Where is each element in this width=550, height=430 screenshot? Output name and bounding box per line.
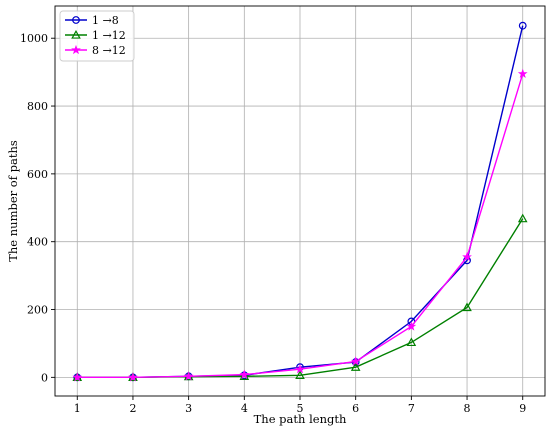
x-tick-label: 6 (352, 402, 359, 415)
x-axis-label: The path length (254, 412, 347, 426)
series-1-point (518, 21, 527, 30)
ticks: 1 2 3 4 5 6 7 8 9 0 200 400 600 800 1000 (20, 32, 526, 415)
series-3-point (295, 364, 305, 374)
series-layer (72, 21, 528, 382)
y-axis-label: The number of paths (6, 140, 20, 262)
series-3-point (350, 356, 361, 366)
x-tick-label: 2 (129, 402, 136, 415)
x-tick-label: 3 (185, 402, 192, 415)
series-3-point (517, 68, 528, 78)
x-tick-label: 1 (74, 402, 81, 415)
series-3 (72, 68, 528, 382)
y-tick-label: 0 (41, 371, 48, 384)
legend-item: 8 →12 (65, 44, 126, 57)
x-tick-label: 8 (464, 402, 471, 415)
x-tick-label: 9 (519, 402, 526, 415)
y-tick-label: 800 (27, 100, 48, 113)
legend-marker (71, 44, 81, 55)
x-tick-label: 5 (297, 402, 304, 415)
grid (55, 6, 545, 396)
series-3-point (72, 372, 83, 382)
series-3-point (462, 251, 472, 262)
series-3-point (406, 321, 417, 331)
legend-marker (72, 16, 80, 24)
legend-label: 1 →12 (92, 29, 126, 42)
legend-marker (71, 29, 81, 39)
x-tick-label: 4 (241, 402, 248, 415)
series-2-point (517, 213, 528, 223)
series-3-point (183, 371, 194, 381)
legend-item: 1 →8 (65, 14, 119, 27)
y-tick-label: 600 (27, 168, 48, 181)
y-tick-label: 400 (27, 236, 48, 249)
series-2-point (350, 362, 361, 371)
y-tick-label: 1000 (20, 32, 48, 45)
series-2-point (406, 337, 417, 347)
legend-label: 8 →12 (92, 44, 126, 57)
series-2-point (462, 302, 472, 312)
series-2-point (295, 370, 305, 379)
legend-label: 1 →8 (92, 14, 119, 27)
series-3-point (239, 369, 250, 379)
y-tick-label: 200 (27, 304, 48, 317)
legend-item: 1 →12 (65, 29, 126, 42)
series-3-point (128, 372, 138, 382)
x-tick-label: 7 (408, 402, 415, 415)
legend: 1 →8 1 →12 8 →12 (59, 10, 135, 62)
